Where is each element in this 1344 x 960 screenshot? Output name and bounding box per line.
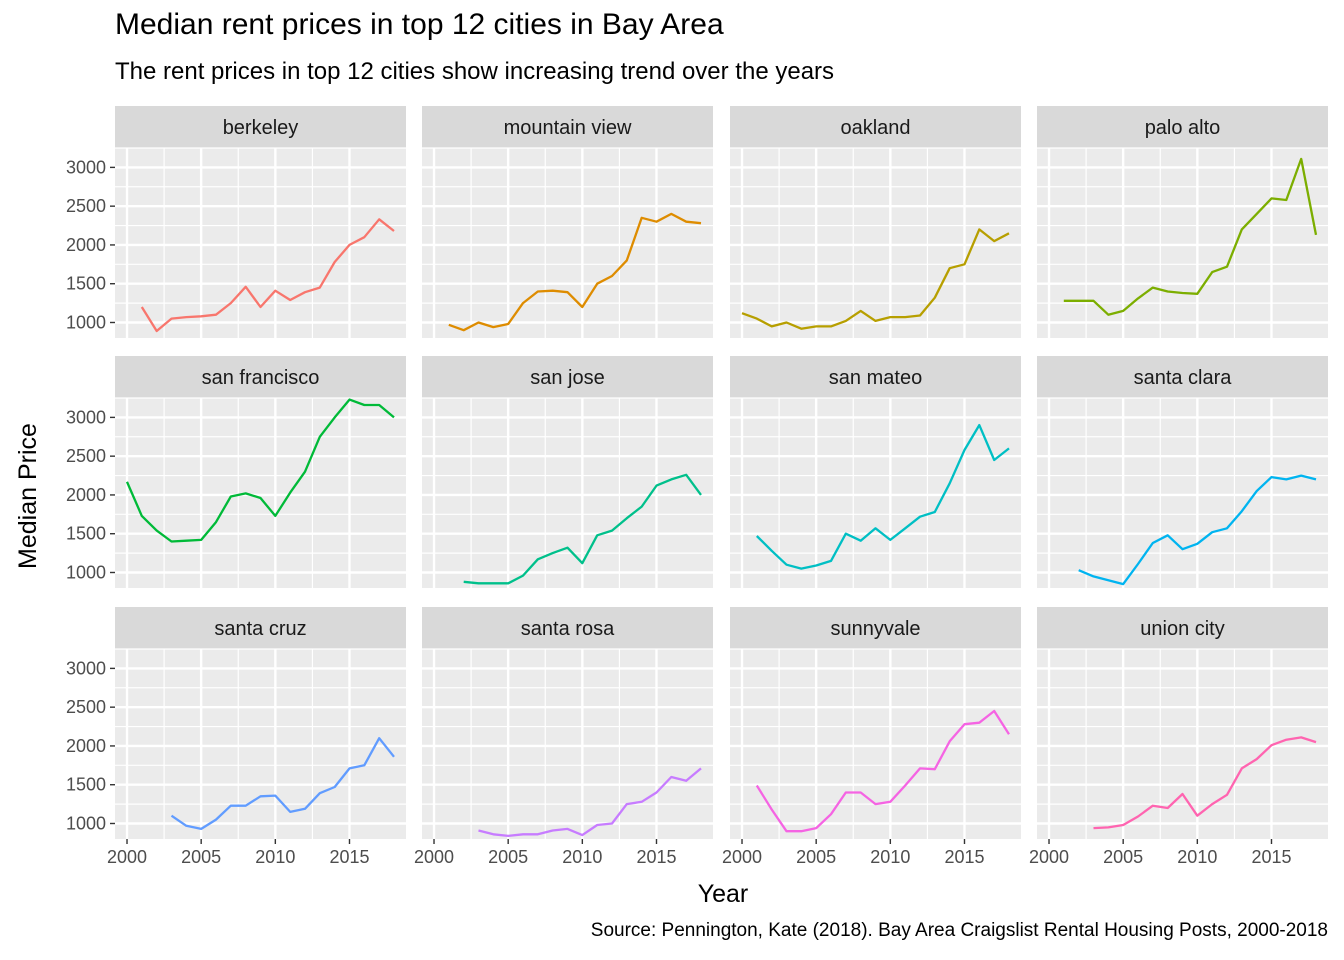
series-line-mountain-view (448, 212, 702, 332)
x-tick-label: 2005 (488, 847, 528, 867)
series-line-santa-rosa (478, 767, 702, 838)
strip-background (422, 607, 713, 649)
x-tick-label: 2010 (562, 847, 602, 867)
y-tick-label: 2000 (66, 736, 106, 756)
x-tick-label: 2000 (414, 847, 454, 867)
y-tick-label: 1000 (66, 312, 106, 332)
x-tick-label: 2015 (636, 847, 676, 867)
panel-background (115, 398, 406, 588)
y-tick-label: 2500 (66, 446, 106, 466)
x-tick-label: 2000 (722, 847, 762, 867)
panel-background (422, 148, 713, 338)
chart-caption: Source: Pennington, Kate (2018). Bay Are… (590, 920, 1328, 941)
panel-background (422, 649, 713, 839)
y-tick-label: 2000 (66, 485, 106, 505)
x-tick-label: 2010 (1177, 847, 1217, 867)
series-line-santa-clara (1078, 474, 1317, 586)
strip-background (422, 106, 713, 148)
x-tick-label: 2005 (1103, 847, 1143, 867)
series-line-san-jose (463, 473, 702, 585)
y-tick-label: 1000 (66, 813, 106, 833)
strip-background (1037, 356, 1328, 398)
strip-label: union city (1140, 618, 1225, 640)
panel-san-jose: san jose (422, 356, 713, 588)
y-tick-label: 3000 (66, 658, 106, 678)
x-tick-label: 2005 (796, 847, 836, 867)
panel-santa-cruz: santa cruz (115, 607, 406, 839)
chart-subtitle: The rent prices in top 12 cities show in… (115, 58, 835, 85)
y-axis-title: Median Price (14, 423, 42, 569)
panel-san-mateo: san mateo (730, 356, 1021, 588)
panel-background (1037, 398, 1328, 588)
y-tick-label: 1500 (66, 524, 106, 544)
strip-label: san francisco (202, 367, 320, 389)
x-tick-label: 2015 (944, 847, 984, 867)
panel-background (1037, 148, 1328, 338)
x-tick-label: 2015 (329, 847, 369, 867)
strip-label: palo alto (1145, 117, 1221, 139)
strip-label: santa cruz (214, 618, 306, 640)
strip-background (730, 106, 1021, 148)
panel-background (115, 148, 406, 338)
series-line-sunnyvale (755, 709, 1010, 833)
panel-background (115, 649, 406, 839)
x-tick-label: 2015 (1251, 847, 1291, 867)
strip-background (115, 106, 406, 148)
strip-label: mountain view (504, 117, 632, 139)
strip-label: san jose (530, 367, 605, 389)
series-line-palo-alto (1063, 157, 1318, 316)
strip-background (1037, 607, 1328, 649)
y-tick-label: 3000 (66, 157, 106, 177)
panel-berkeley: berkeley (115, 106, 406, 338)
strip-background (1037, 106, 1328, 148)
panel-santa-rosa: santa rosa (422, 607, 713, 839)
chart-title: Median rent prices in top 12 cities in B… (115, 8, 724, 41)
panel-mountain-view: mountain view (422, 106, 713, 338)
strip-background (730, 356, 1021, 398)
strip-label: oakland (840, 117, 910, 139)
strip-background (422, 356, 713, 398)
x-tick-label: 2010 (255, 847, 295, 867)
panel-background (730, 148, 1021, 338)
x-axis-title: Year (698, 880, 749, 908)
y-tick-label: 2500 (66, 196, 106, 216)
strip-background (730, 607, 1021, 649)
x-tick-label: 2000 (107, 847, 147, 867)
panel-san-francisco: san francisco (115, 356, 406, 588)
series-line-san-francisco (125, 398, 395, 543)
y-tick-label: 3000 (66, 407, 106, 427)
axes-layer: 1000 1500 2000 2500 3000 1000 1500 2000 2500 3000… (66, 157, 1292, 867)
strip-label: berkeley (223, 117, 299, 139)
x-tick-label: 2010 (870, 847, 910, 867)
panel-palo-alto: palo alto (1037, 106, 1328, 338)
y-tick-label: 2000 (66, 235, 106, 255)
panel-oakland: oakland (730, 106, 1021, 338)
strip-label: santa rosa (521, 618, 615, 640)
y-tick-label: 1500 (66, 274, 106, 294)
panel-santa-clara: santa clara (1037, 356, 1328, 588)
y-tick-label: 1000 (66, 562, 106, 582)
series-line-berkeley (140, 218, 395, 333)
panel-union-city: union city (1037, 607, 1328, 839)
panel-background (422, 398, 713, 588)
y-tick-label: 1500 (66, 775, 106, 795)
panel-background (1037, 649, 1328, 839)
series-line-oakland (741, 228, 1010, 330)
strip-label: santa clara (1134, 367, 1233, 389)
strip-background (115, 607, 406, 649)
panels-layer: berkeley mountain view oakland palo alto san… (115, 106, 1328, 839)
y-tick-label: 2500 (66, 697, 106, 717)
series-line-union-city (1093, 736, 1317, 830)
panel-sunnyvale: sunnyvale (730, 607, 1021, 839)
series-line-santa-cruz (170, 737, 395, 831)
strip-label: san mateo (829, 367, 922, 389)
strip-label: sunnyvale (830, 618, 920, 640)
x-tick-label: 2000 (1029, 847, 1069, 867)
strip-background (115, 356, 406, 398)
x-tick-label: 2005 (181, 847, 221, 867)
series-line-san-mateo (755, 423, 1010, 570)
